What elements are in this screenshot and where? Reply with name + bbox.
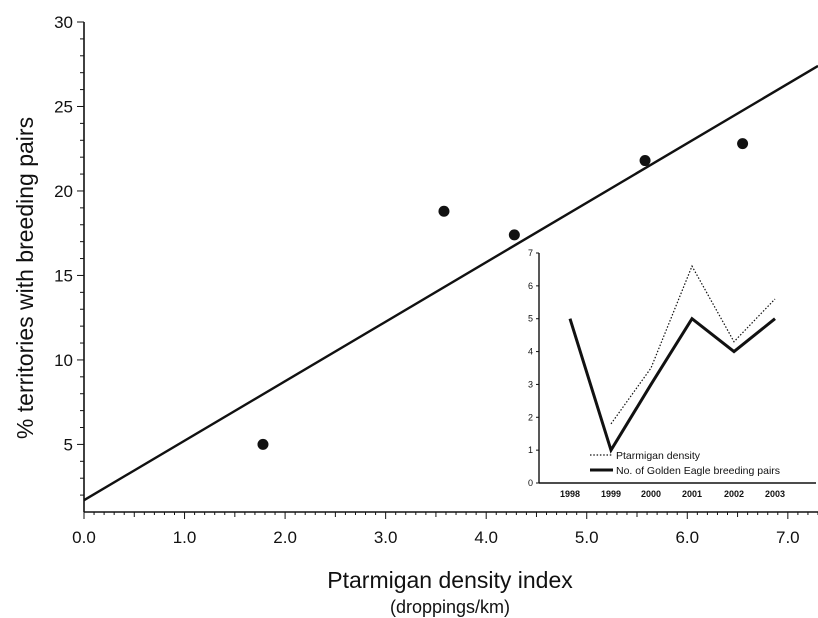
legend-label-eagle: No. of Golden Eagle breeding pairs (616, 465, 780, 477)
regression-line (83, 64, 818, 502)
x-tick-label: 0.0 (72, 528, 96, 547)
x-axis-title: Ptarmigan density index (327, 567, 573, 593)
inset-y-tick-label: 3 (528, 379, 533, 389)
x-tick-label: 4.0 (474, 528, 498, 547)
inset-y-tick-label: 0 (528, 478, 533, 488)
y-tick-label: 30 (54, 13, 73, 32)
y-axis-title: % territories with breeding pairs (12, 117, 38, 439)
data-point (438, 205, 450, 217)
inset-y-tick-label: 5 (528, 314, 533, 324)
main-plot-area (83, 64, 818, 502)
inset-x-tick-label: 2002 (724, 489, 744, 499)
inset-y-tick-label: 4 (528, 347, 533, 357)
inset-x-tick-label: 1999 (601, 489, 621, 499)
y-tick-label: 25 (54, 97, 73, 116)
y-tick-label: 15 (54, 266, 73, 285)
data-point (508, 229, 520, 241)
inset-x-tick-label: 1998 (560, 489, 580, 499)
y-tick-label: 20 (54, 182, 73, 201)
inset-y-tick-label: 7 (528, 248, 533, 258)
inset-chart: 0 1 2 3 4 5 6 7 1998 1999 2000 2001 2002 2003 (528, 248, 816, 499)
inset-series-eagle-line (568, 316, 776, 454)
data-point (639, 155, 651, 167)
x-tick-label: 2.0 (273, 528, 297, 547)
x-tick-label: 3.0 (374, 528, 398, 547)
y-tick-label: 5 (64, 435, 73, 454)
inset-x-tick-label: 2000 (641, 489, 661, 499)
inset-y-tick-label: 6 (528, 281, 533, 291)
inset-legend: Ptarmigan density No. of Golden Eagle br… (590, 450, 780, 477)
x-tick-label: 1.0 (173, 528, 197, 547)
inset-background (536, 250, 818, 510)
x-tick-label: 5.0 (575, 528, 599, 547)
inset-y-tick-label: 1 (528, 445, 533, 455)
data-point (257, 438, 269, 450)
inset-series-ptarmigan-line (610, 264, 776, 425)
data-point (737, 138, 749, 150)
x-axis-subtitle: (droppings/km) (390, 597, 510, 617)
inset-y-tick-label: 2 (528, 412, 533, 422)
x-tick-label: 7.0 (776, 528, 800, 547)
legend-label-ptarmigan: Ptarmigan density (616, 450, 701, 462)
x-tick-label: 6.0 (675, 528, 699, 547)
inset-x-tick-label: 2001 (682, 489, 702, 499)
y-tick-label: 10 (54, 351, 73, 370)
inset-x-tick-label: 2003 (765, 489, 785, 499)
